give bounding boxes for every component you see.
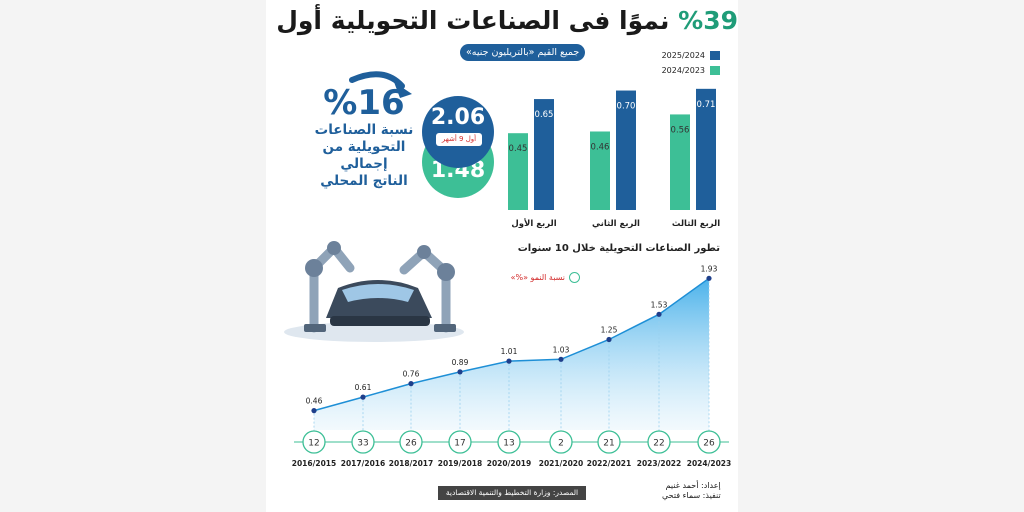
growth-legend-ring-icon xyxy=(569,272,580,283)
credit-design: تنفيذ: سماء فتحي xyxy=(662,491,721,500)
area-value-5: 1.01 xyxy=(501,347,518,356)
growth-circle-1 xyxy=(302,430,326,454)
legend-item-previous: 2024/2023 xyxy=(662,66,720,75)
growth-value-2: 33 xyxy=(357,439,368,449)
area-xlabel-8: 2023/2022 xyxy=(637,459,682,468)
area-value-7: 1.25 xyxy=(601,326,618,335)
bar-previous-2 xyxy=(590,131,610,210)
bar-current-3 xyxy=(696,88,716,210)
area-value-6: 1.03 xyxy=(553,345,570,354)
ten-year-area-chart: 0.46 12 2016/2015 0.61 33 2017/2016 0.76 26 2018… xyxy=(292,264,732,468)
growth-circle-6 xyxy=(549,430,573,454)
page-title: %39 نموًا فى الصناعات التحويلية أول 9أشه… xyxy=(266,6,738,35)
units-badge: جميع القيم «بالتريليون جنيه» xyxy=(460,44,586,61)
area-point-2 xyxy=(360,394,366,400)
bar-label-current-1: 0.65 xyxy=(535,110,554,120)
area-xlabel-1: 2016/2015 xyxy=(292,459,337,468)
growth-value-5: 13 xyxy=(503,439,514,449)
area-xlabel-7: 2022/2021 xyxy=(587,459,632,468)
growth-value-7: 21 xyxy=(603,439,614,449)
area-point-3 xyxy=(408,381,414,387)
nine-months-tag: أول 9 أشهر xyxy=(436,133,482,146)
area-value-9: 1.93 xyxy=(701,264,718,273)
bar-previous-1 xyxy=(508,133,528,210)
area-xlabel-6: 2021/2020 xyxy=(539,459,584,468)
area-point-5 xyxy=(506,358,512,364)
area-xlabel-3: 2018/2017 xyxy=(389,459,434,468)
bar-label-current-2: 0.70 xyxy=(617,102,636,112)
growth-circle-8 xyxy=(647,430,671,454)
growth-value-9: 26 xyxy=(703,439,715,449)
area-point-9 xyxy=(706,275,712,281)
growth-value-8: 22 xyxy=(653,439,664,449)
growth-circle-2 xyxy=(351,430,375,454)
bar-current-1 xyxy=(534,99,554,210)
area-value-4: 0.89 xyxy=(452,358,469,367)
growth-circle-3 xyxy=(399,430,423,454)
growth-circle-7 xyxy=(597,430,621,454)
nine-months-current: 2.06 xyxy=(422,96,494,168)
legend-label-previous: 2024/2023 xyxy=(661,66,705,75)
robot-illustration-icon xyxy=(284,241,464,342)
legend-swatch-current xyxy=(710,51,720,60)
quarterly-bar-chart: 0.45 0.65 الربع الأول 0.46 0.70 الربع الثاني 0… xyxy=(508,88,720,229)
area-fill xyxy=(314,278,709,430)
growth-circle-4 xyxy=(448,430,472,454)
title-percent: %39 xyxy=(678,6,738,35)
growth-legend-label: نسبة النمو «%» xyxy=(510,273,565,282)
growth-circle-5 xyxy=(497,430,521,454)
share-stat-line2: التحويلية من إجمالي xyxy=(322,139,406,172)
growth-circle-9 xyxy=(697,430,721,454)
area-value-3: 0.76 xyxy=(403,370,420,379)
growth-value-4: 17 xyxy=(454,439,465,449)
area-value-8: 1.53 xyxy=(651,300,668,309)
bar-category-1: الربع الأول xyxy=(511,218,556,229)
area-xlabel-4: 2019/2018 xyxy=(438,459,483,468)
area-point-8 xyxy=(656,311,662,317)
bar-category-2: الربع الثاني xyxy=(592,219,640,229)
growth-value-3: 26 xyxy=(405,439,417,449)
infographic: %39 نموًا فى الصناعات التحويلية أول 9أشه… xyxy=(266,0,738,512)
legend-swatch-previous xyxy=(710,66,720,75)
bar-label-current-3: 0.71 xyxy=(697,100,716,110)
growth-value-6: 2 xyxy=(558,439,564,449)
source-label: المصدر: وزارة التخطيط والتنمية الاقتصادي… xyxy=(438,486,586,500)
area-point-4 xyxy=(457,369,463,375)
bar-label-previous-3: 0.56 xyxy=(671,125,690,135)
share-stat-value: %16 xyxy=(323,83,405,123)
bar-category-3: الربع الثالث xyxy=(672,219,720,229)
credits: إعداد: أحمد غنيم تنفيذ: سماء فتحي xyxy=(662,481,721,501)
bar-current-2 xyxy=(616,90,636,210)
share-stat-line1: نسبة الصناعات xyxy=(314,122,414,138)
share-stat-line3: الناتج المحلي xyxy=(320,173,408,189)
legend-item-current: 2025/2024 xyxy=(662,51,720,60)
bar-label-previous-2: 0.46 xyxy=(591,142,610,152)
area-xlabel-9: 2024/2023 xyxy=(687,459,732,468)
area-chart-title: تطور الصناعات التحويلية خلال 10 سنوات xyxy=(517,243,720,254)
share-stat: %16 نسبة الصناعات التحويلية من إجمالي ال… xyxy=(306,84,422,190)
growth-value-1: 12 xyxy=(308,439,319,449)
area-point-1 xyxy=(311,408,317,414)
area-point-7 xyxy=(606,336,612,343)
area-point-6 xyxy=(558,356,564,362)
bar-previous-3 xyxy=(670,114,690,210)
bar-label-previous-1: 0.45 xyxy=(509,144,528,154)
growth-legend: نسبة النمو «%» xyxy=(511,272,580,283)
area-value-2: 0.61 xyxy=(355,383,372,392)
area-value-1: 0.46 xyxy=(306,397,323,406)
area-xlabel-5: 2020/2019 xyxy=(487,459,532,468)
credit-prepared: إعداد: أحمد غنيم xyxy=(665,481,721,490)
area-xlabel-2: 2017/2016 xyxy=(341,459,386,468)
legend-label-current: 2025/2024 xyxy=(661,51,705,60)
